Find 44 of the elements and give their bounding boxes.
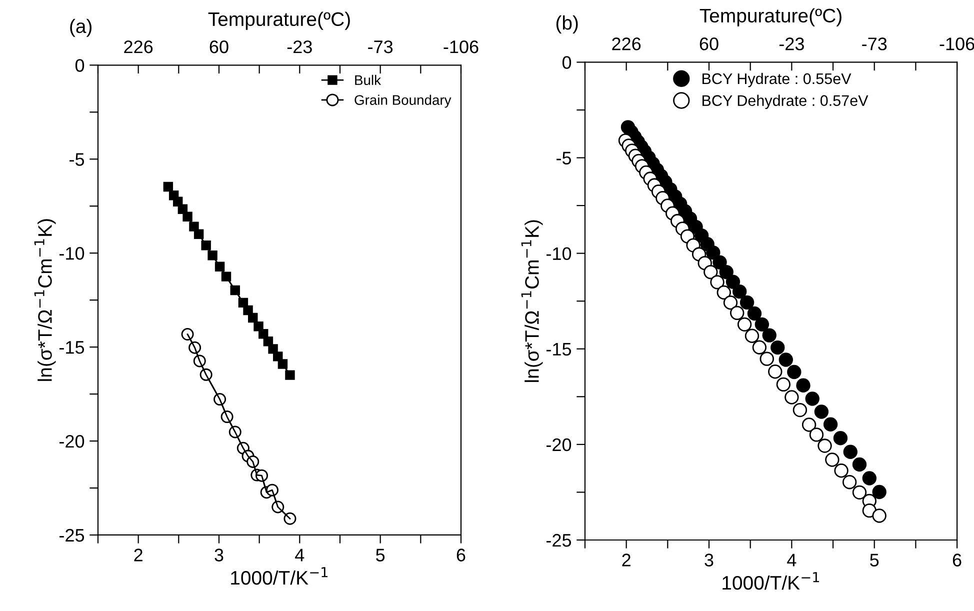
x-tick-label: 2 bbox=[134, 548, 142, 562]
x-tick-label: 6 bbox=[952, 554, 962, 566]
text: (b) bbox=[556, 15, 578, 34]
y-tick-label: -5 bbox=[70, 153, 84, 166]
x-tick-label: 6 bbox=[456, 548, 466, 562]
y-tick-label: 0 bbox=[562, 56, 572, 69]
legend-label: Bulk bbox=[355, 74, 382, 86]
y-axis-title: ln(σ*T/Ω$^{−1}$Cm$^{−1}$K) bbox=[521, 220, 543, 382]
y-tick-label: -15 bbox=[60, 341, 84, 354]
text: (a) bbox=[70, 18, 92, 37]
y-tick-label: -5 bbox=[556, 152, 572, 164]
x-tick-label: 4 bbox=[295, 548, 304, 562]
y-axis-title: ln(σ*T/Ω$^{−1}$Cm$^{−1}$K) bbox=[34, 219, 56, 381]
x-tick-label: 2 bbox=[622, 554, 630, 566]
legend-label: Grain Boundary bbox=[354, 94, 452, 108]
y-tick-label: -10 bbox=[60, 247, 84, 260]
y-tick-label: -25 bbox=[546, 534, 572, 547]
y-tick-label: -15 bbox=[546, 343, 572, 356]
x-tick-label: 5 bbox=[870, 554, 879, 566]
text: -73 bbox=[368, 40, 393, 54]
x-axis-title: 1000/T/K$^{−1}$ bbox=[231, 567, 328, 585]
x2-axis-title: Tempurature(ºC) bbox=[208, 12, 350, 30]
x-tick-label: 3 bbox=[214, 548, 224, 562]
y-tick-label: -20 bbox=[60, 434, 84, 448]
x-tick-label: 3 bbox=[704, 554, 714, 566]
y-tick-label: -10 bbox=[546, 247, 572, 260]
x-tick-label: 4 bbox=[787, 554, 796, 566]
text: -73 bbox=[862, 38, 887, 50]
x-tick-label: 5 bbox=[376, 548, 385, 562]
y-tick-label: 0 bbox=[75, 59, 84, 72]
text: 226 bbox=[612, 38, 641, 50]
text: 60 bbox=[700, 38, 718, 50]
legend-label: BCY Dehydrate : 0.57eV bbox=[702, 94, 868, 110]
legend-label: BCY Hydrate : 0.55eV bbox=[702, 72, 852, 88]
text: 226 bbox=[124, 40, 153, 54]
x-axis-title: 1000/T/K$^{−1}$ bbox=[722, 572, 820, 590]
y-tick-label: -25 bbox=[60, 528, 84, 542]
text: -23 bbox=[287, 40, 312, 54]
text: -106 bbox=[444, 40, 478, 54]
text: 60 bbox=[210, 40, 228, 54]
text: -106 bbox=[940, 38, 974, 50]
x2-axis-title: Tempurature(ºC) bbox=[700, 8, 842, 26]
y-tick-label: -20 bbox=[546, 438, 572, 452]
text: -23 bbox=[779, 38, 804, 50]
